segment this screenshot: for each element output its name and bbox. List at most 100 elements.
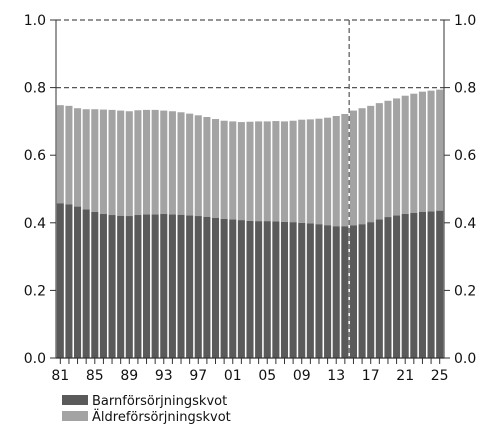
bar-barnforsorjningskvot-1992 (151, 214, 159, 358)
bar-aldreforsorjningskvot-1991 (142, 109, 151, 215)
grid-layer (56, 19, 444, 358)
bar-aldreforsorjningskvot-2013 (332, 115, 340, 227)
bar-aldreforsorjningskvot-2023 (418, 91, 426, 212)
bar-aldreforsorjningskvot-2021 (401, 95, 409, 215)
bar-aldreforsorjningskvot-2010 (306, 119, 314, 224)
x-tick-label: 25 (431, 368, 449, 384)
bar-barnforsorjningskvot-1998 (203, 216, 211, 358)
bar-barnforsorjningskvot-1997 (194, 216, 202, 358)
bar-barnforsorjningskvot-1991 (142, 214, 151, 358)
x-tick-label: 09 (293, 368, 311, 384)
bar-barnforsorjningskvot-2000 (220, 218, 228, 358)
y-tick-label-right: 1.0 (454, 13, 476, 29)
x-tick-label: 85 (86, 368, 104, 384)
y-tick-label-right: 0.6 (454, 148, 476, 164)
y-tick-label-right: 0.4 (454, 216, 476, 232)
bar-aldreforsorjningskvot-1983 (74, 108, 82, 207)
x-tick-label: 05 (258, 368, 276, 384)
bar-barnforsorjningskvot-1986 (99, 214, 107, 358)
y-tick-label-right: 0.8 (454, 81, 476, 97)
bar-barnforsorjningskvot-1982 (65, 204, 73, 358)
bar-barnforsorjningskvot-1999 (211, 217, 220, 358)
y-tick-label-left: 0.0 (24, 351, 46, 367)
bar-barnforsorjningskvot-1988 (117, 215, 125, 358)
bar-aldreforsorjningskvot-1992 (151, 109, 159, 215)
bar-aldreforsorjningskvot-2005 (263, 121, 271, 222)
bar-aldreforsorjningskvot-2001 (229, 121, 237, 220)
bar-aldreforsorjningskvot-2006 (272, 121, 280, 222)
x-tick-label: 89 (120, 368, 138, 384)
bar-barnforsorjningskvot-2019 (384, 217, 392, 358)
bar-aldreforsorjningskvot-1990 (134, 110, 142, 216)
bar-barnforsorjningskvot-1987 (108, 215, 116, 358)
bar-aldreforsorjningskvot-2002 (237, 122, 245, 221)
bar-aldreforsorjningskvot-2018 (375, 103, 383, 220)
bar-aldreforsorjningskvot-1982 (65, 105, 73, 205)
y-tick-label-left: 1.0 (24, 13, 46, 29)
bar-aldreforsorjningskvot-2025 (436, 89, 444, 211)
bar-aldreforsorjningskvot-2020 (393, 98, 401, 216)
bar-aldreforsorjningskvot-2017 (367, 105, 375, 223)
legend-label-barnforsorjningskvot: Barnförsörjningskvot (92, 394, 227, 409)
bar-aldreforsorjningskvot-1998 (203, 117, 211, 217)
y-tick-label-left: 0.6 (24, 148, 46, 164)
bar-barnforsorjningskvot-2020 (393, 215, 401, 358)
bar-aldreforsorjningskvot-2009 (298, 119, 306, 223)
bar-aldreforsorjningskvot-1999 (211, 119, 220, 218)
bar-aldreforsorjningskvot-2000 (220, 120, 228, 219)
bar-barnforsorjningskvot-1993 (160, 214, 168, 358)
bar-aldreforsorjningskvot-1987 (108, 109, 116, 216)
bar-barnforsorjningskvot-1996 (186, 215, 194, 358)
bars-layer (56, 89, 444, 358)
bar-aldreforsorjningskvot-1984 (82, 109, 90, 210)
bar-aldreforsorjningskvot-1993 (160, 110, 168, 215)
bar-aldreforsorjningskvot-2015 (349, 110, 358, 226)
bar-barnforsorjningskvot-2007 (280, 221, 289, 358)
x-tick-label: 97 (189, 368, 207, 384)
bar-aldreforsorjningskvot-1995 (177, 112, 185, 215)
bar-aldreforsorjningskvot-2022 (410, 93, 418, 213)
bar-barnforsorjningskvot-2001 (229, 219, 237, 358)
bar-aldreforsorjningskvot-1981 (56, 105, 64, 204)
bar-aldreforsorjningskvot-2003 (246, 121, 254, 221)
bar-aldreforsorjningskvot-1997 (194, 115, 202, 217)
bar-aldreforsorjningskvot-2019 (384, 100, 392, 218)
bar-barnforsorjningskvot-2010 (306, 223, 314, 358)
bar-barnforsorjningskvot-2025 (436, 210, 444, 358)
bar-barnforsorjningskvot-2002 (237, 220, 245, 358)
bar-barnforsorjningskvot-1989 (125, 216, 133, 358)
x-tick-label: 21 (396, 368, 414, 384)
bar-barnforsorjningskvot-1981 (56, 203, 64, 358)
bar-barnforsorjningskvot-2006 (272, 221, 280, 358)
legend-swatch-barnforsorjningskvot (62, 395, 88, 405)
legend: BarnförsörjningskvotÄldreförsörjningskvo… (62, 394, 231, 425)
bar-barnforsorjningskvot-2003 (246, 220, 254, 358)
bar-barnforsorjningskvot-2021 (401, 214, 409, 358)
bar-barnforsorjningskvot-2023 (418, 211, 426, 358)
bar-aldreforsorjningskvot-1985 (91, 109, 99, 212)
bar-barnforsorjningskvot-2024 (427, 211, 435, 358)
bar-aldreforsorjningskvot-2008 (289, 120, 297, 223)
x-tick-label: 17 (362, 368, 380, 384)
ticks-layer: 0.0 0.0 0.2 0.2 0.4 0.4 0.6 0.6 0.8 0.8 1.0 1.0 81 85… (24, 13, 477, 384)
bar-aldreforsorjningskvot-2011 (315, 118, 323, 225)
bar-aldreforsorjningskvot-2012 (324, 117, 332, 226)
bar-barnforsorjningskvot-2004 (255, 221, 263, 358)
y-tick-label-left: 0.8 (24, 81, 46, 97)
bar-barnforsorjningskvot-2017 (367, 222, 375, 358)
bar-aldreforsorjningskvot-2004 (255, 121, 263, 222)
x-tick-label: 01 (224, 368, 242, 384)
bar-barnforsorjningskvot-1984 (82, 209, 90, 358)
y-tick-label-right: 0.0 (454, 351, 476, 367)
x-tick-label: 81 (51, 368, 69, 384)
y-tick-label-left: 0.2 (24, 283, 46, 299)
bar-barnforsorjningskvot-1983 (74, 206, 82, 358)
bar-barnforsorjningskvot-2011 (315, 224, 323, 358)
bar-aldreforsorjningskvot-2024 (427, 90, 435, 212)
bar-barnforsorjningskvot-2008 (289, 222, 297, 358)
bar-barnforsorjningskvot-1985 (91, 211, 99, 358)
legend-label-aldreforsorjningskvot: Äldreförsörjningskvot (92, 409, 231, 425)
